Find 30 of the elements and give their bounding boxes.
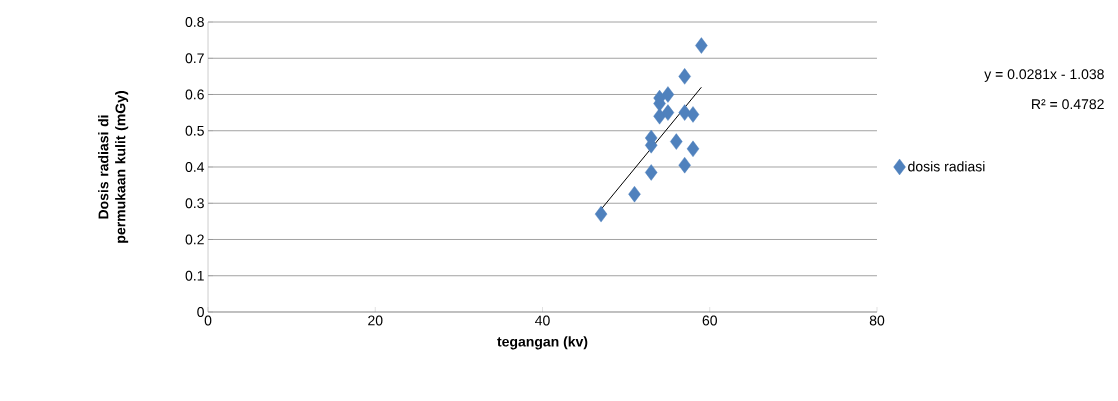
y-tick-label: 0.7 [185,53,204,64]
y-tick-label: 0.2 [185,234,204,245]
point [678,68,691,85]
x-axis-title: tegangan (kv) [497,336,588,350]
point [686,106,700,123]
point [661,86,675,103]
text: R² = 0.4782 [1032,99,1104,110]
x-tick-label: 0 [204,315,212,326]
y-tick-label: 0.1 [185,270,204,281]
point [686,140,700,158]
y-tick-label: 0.8 [185,17,204,27]
point [594,205,608,223]
x-tick-label: 20 [368,315,383,326]
point [661,104,675,121]
text: y = 0.0281x - 1.038 [984,69,1104,82]
x-tick-label: 60 [702,315,717,326]
y-tick-label: 0.6 [185,89,204,100]
point [645,164,658,181]
y-tick-label: 0.5 [185,125,204,136]
y-tick-label: 0.4 [185,162,205,172]
x-tick-label: 80 [869,315,885,326]
point [678,156,691,174]
x-tick-label: 40 [535,315,550,326]
point [628,185,641,203]
y-axis-title: Dosis radiasi di permukaan kulit (mGy) [98,91,129,243]
legend-label: dosis radiasi [908,161,985,172]
y-tick-label: 0.3 [185,198,204,209]
point [695,37,708,54]
point [670,133,683,150]
y-tick-label: 0 [197,307,204,317]
